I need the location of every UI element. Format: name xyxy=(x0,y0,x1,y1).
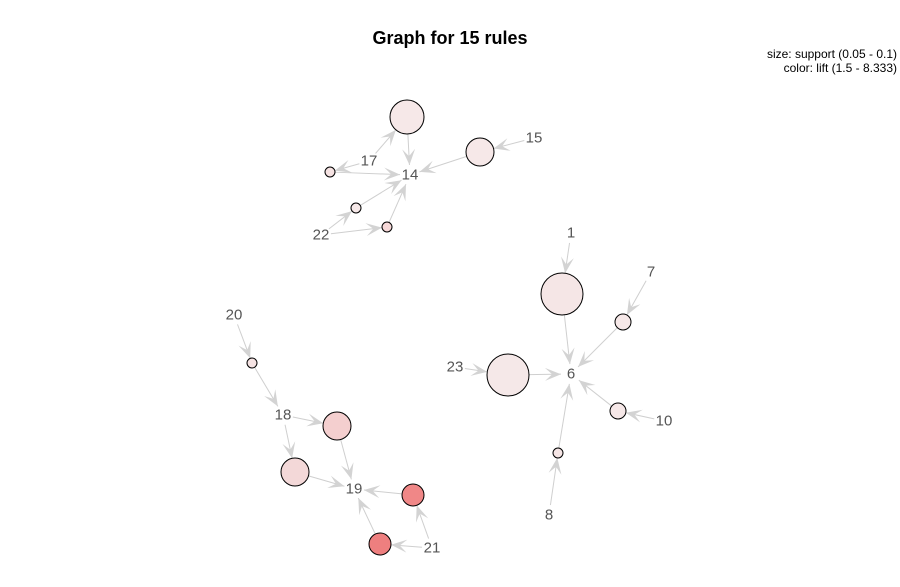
item-label-7: 7 xyxy=(647,264,655,281)
item-label-18: 18 xyxy=(275,407,292,424)
edge-r8-14 xyxy=(334,167,401,181)
rule-node-r1 xyxy=(540,272,584,316)
edge-22-r10 xyxy=(330,223,383,236)
item-label-6: 6 xyxy=(567,366,575,383)
rule-node-r3 xyxy=(486,353,530,397)
edge-r4-6 xyxy=(578,379,613,407)
edge-r9-14 xyxy=(360,179,402,206)
edge-r15-19 xyxy=(357,497,376,535)
item-label-19: 19 xyxy=(346,481,363,498)
edge-r5-6 xyxy=(558,383,574,449)
legend-size: size: support (0.05 - 0.1) xyxy=(766,47,897,61)
rule-node-r14 xyxy=(401,483,425,507)
rule-node-r12 xyxy=(322,411,352,441)
edge-8-r5 xyxy=(548,457,562,506)
edge-22-r9 xyxy=(328,210,353,230)
rule-node-r11 xyxy=(246,357,258,369)
item-label-10: 10 xyxy=(656,413,673,430)
edge-r11-18 xyxy=(254,367,279,407)
edge-r7-14 xyxy=(402,133,416,166)
edge-r13-19 xyxy=(308,475,345,488)
rule-node-r13 xyxy=(280,457,310,487)
rule-node-r6 xyxy=(465,137,495,167)
item-label-17: 17 xyxy=(361,153,378,170)
rule-node-r15 xyxy=(368,532,392,556)
rule-node-r8 xyxy=(324,166,336,178)
edge-10-r4 xyxy=(625,409,655,423)
edge-23-r3 xyxy=(464,363,488,376)
rule-node-r10 xyxy=(381,221,393,233)
edge-layer xyxy=(237,129,655,553)
item-label-22: 22 xyxy=(313,227,330,244)
node-layer: 1 6 7 8 10 14 15 17 18 19 20 21 22 23 xyxy=(226,99,673,557)
edge-r3-6 xyxy=(528,367,562,381)
item-label-1: 1 xyxy=(567,225,575,242)
item-label-8: 8 xyxy=(545,507,553,524)
rule-node-r7 xyxy=(389,99,425,135)
legend: size: support (0.05 - 0.1) color: lift (… xyxy=(767,47,897,75)
edge-21-r15 xyxy=(390,539,423,553)
edge-r10-14 xyxy=(388,183,407,223)
rule-node-r9 xyxy=(350,202,362,214)
rule-node-r4 xyxy=(609,402,627,420)
edge-1-r1 xyxy=(561,242,574,274)
item-label-14: 14 xyxy=(402,167,419,184)
item-label-20: 20 xyxy=(226,307,243,324)
edge-17-r7 xyxy=(375,129,397,154)
chart-title: Graph for 15 rules xyxy=(372,28,528,48)
rule-node-r2 xyxy=(614,313,632,331)
edge-18-r12 xyxy=(292,413,324,427)
item-label-21: 21 xyxy=(424,540,441,557)
edge-15-r6 xyxy=(493,138,525,151)
edge-r14-19 xyxy=(363,485,403,499)
edge-r6-14 xyxy=(419,155,467,174)
item-label-23: 23 xyxy=(447,359,464,376)
edge-7-r2 xyxy=(626,280,647,316)
edge-r1-6 xyxy=(561,314,575,365)
edge-18-r13 xyxy=(282,424,296,459)
edge-21-r14 xyxy=(416,505,430,539)
edge-r12-19 xyxy=(340,439,354,480)
legend-color: color: lift (1.5 - 8.333) xyxy=(783,61,897,75)
rule-node-r5 xyxy=(552,447,564,459)
edge-17-r8 xyxy=(334,160,360,173)
item-label-15: 15 xyxy=(526,130,543,147)
edge-20-r11 xyxy=(237,324,251,359)
edge-r2-6 xyxy=(577,327,618,368)
